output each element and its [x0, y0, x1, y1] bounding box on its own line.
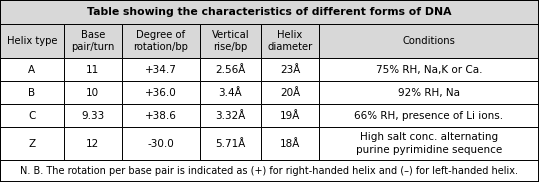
Text: +34.7: +34.7	[145, 65, 177, 75]
Bar	[200, 127, 261, 160]
Bar	[122, 104, 200, 127]
Bar	[0, 0, 539, 24]
Text: A: A	[28, 65, 36, 75]
Text: 19Å: 19Å	[280, 111, 300, 121]
Text: +36.0: +36.0	[145, 88, 177, 98]
Bar	[64, 24, 122, 58]
Bar	[64, 104, 122, 127]
Bar	[261, 58, 319, 81]
Text: 92% RH, Na: 92% RH, Na	[398, 88, 460, 98]
Text: Table showing the characteristics of different forms of DNA: Table showing the characteristics of dif…	[87, 7, 452, 17]
Bar	[319, 104, 539, 127]
Text: Conditions: Conditions	[403, 36, 455, 46]
Text: 23Å: 23Å	[280, 65, 300, 75]
Bar	[122, 127, 200, 160]
Bar	[200, 58, 261, 81]
Text: Base
pair/turn: Base pair/turn	[71, 30, 114, 52]
Bar	[200, 81, 261, 104]
Text: Helix type: Helix type	[6, 36, 57, 46]
Text: Vertical
rise/bp: Vertical rise/bp	[212, 30, 249, 52]
Text: 10: 10	[86, 88, 99, 98]
Bar	[261, 81, 319, 104]
Text: +38.6: +38.6	[145, 111, 177, 121]
Text: 3.4Å: 3.4Å	[219, 88, 242, 98]
Bar	[200, 24, 261, 58]
Bar	[261, 24, 319, 58]
Bar	[122, 81, 200, 104]
Text: Degree of
rotation/bp: Degree of rotation/bp	[134, 30, 188, 52]
Text: N. B. The rotation per base pair is indicated as (+) for right-handed helix and : N. B. The rotation per base pair is indi…	[20, 166, 519, 176]
Text: 5.71Å: 5.71Å	[215, 139, 246, 149]
Text: High salt conc. alternating
purine pyrimidine sequence: High salt conc. alternating purine pyrim…	[356, 132, 502, 155]
Text: 66% RH, presence of Li ions.: 66% RH, presence of Li ions.	[355, 111, 503, 121]
Bar	[261, 127, 319, 160]
Text: 2.56Å: 2.56Å	[215, 65, 246, 75]
Bar	[64, 127, 122, 160]
Bar	[64, 58, 122, 81]
Bar	[64, 81, 122, 104]
Bar	[0, 81, 64, 104]
Bar	[122, 24, 200, 58]
Bar	[0, 24, 539, 58]
Bar	[200, 104, 261, 127]
Bar	[261, 104, 319, 127]
Text: C: C	[28, 111, 36, 121]
Bar	[319, 24, 539, 58]
Text: -30.0: -30.0	[148, 139, 174, 149]
Bar	[319, 81, 539, 104]
Text: B: B	[28, 88, 36, 98]
Bar	[0, 104, 64, 127]
Bar	[319, 58, 539, 81]
Text: 3.32Å: 3.32Å	[215, 111, 246, 121]
Bar	[0, 127, 64, 160]
Text: 12: 12	[86, 139, 99, 149]
Text: 11: 11	[86, 65, 99, 75]
Text: Helix
diameter: Helix diameter	[267, 30, 313, 52]
Bar	[0, 58, 64, 81]
Text: 20Å: 20Å	[280, 88, 300, 98]
Text: Z: Z	[28, 139, 36, 149]
Bar	[0, 24, 64, 58]
Bar	[319, 127, 539, 160]
Bar	[122, 58, 200, 81]
Text: 75% RH, Na,K or Ca.: 75% RH, Na,K or Ca.	[376, 65, 482, 75]
Bar	[0, 160, 539, 182]
Text: 9.33: 9.33	[81, 111, 105, 121]
Text: 18Å: 18Å	[280, 139, 300, 149]
